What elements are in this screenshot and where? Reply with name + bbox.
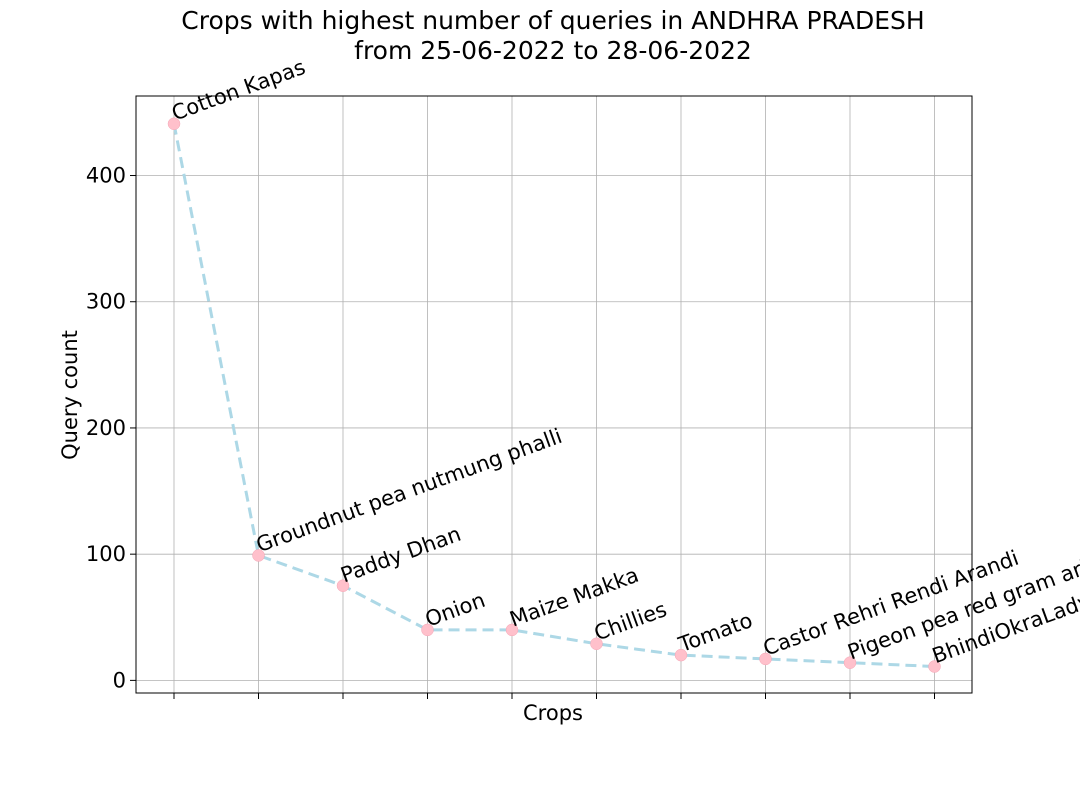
data-point (252, 549, 265, 562)
x-axis-label: Crops (523, 701, 583, 725)
y-axis-ticks: 0 100 200 300 400 (86, 164, 136, 692)
y-tick-label: 400 (86, 164, 126, 188)
data-point (167, 117, 181, 131)
chart-title-line-1: Crops with highest number of queries in … (181, 6, 924, 35)
data-point (928, 660, 941, 673)
point-label: Paddy Dhan (338, 522, 465, 588)
series-line (172, 123, 935, 668)
point-labels: Cotton Kapas Groundnut pea nutmung phalli… (169, 55, 1080, 668)
plot-frame (135, 95, 973, 694)
data-point (674, 648, 688, 662)
grid-lines (136, 96, 972, 693)
point-label: Groundnut pea nutmung phalli (253, 424, 565, 557)
y-tick-label: 200 (86, 416, 126, 440)
y-tick-label: 300 (86, 290, 126, 314)
point-label: Cotton Kapas (169, 55, 309, 126)
y-axis-label: Query count (58, 330, 82, 460)
data-point (759, 652, 772, 666)
chart-title-line-2: from 25-06-2022 to 28-06-2022 (354, 36, 752, 65)
data-point (505, 623, 519, 637)
data-point (421, 623, 434, 637)
point-label: Tomato (675, 608, 756, 657)
data-points (167, 117, 941, 673)
data-point (336, 579, 350, 592)
point-label: Onion (422, 588, 488, 632)
y-tick-label: 100 (86, 542, 126, 566)
data-point (590, 637, 603, 651)
data-point (843, 656, 857, 669)
point-label: Chillies (591, 597, 670, 645)
x-axis-ticks (173, 693, 935, 699)
y-tick-label: 0 (113, 668, 126, 692)
